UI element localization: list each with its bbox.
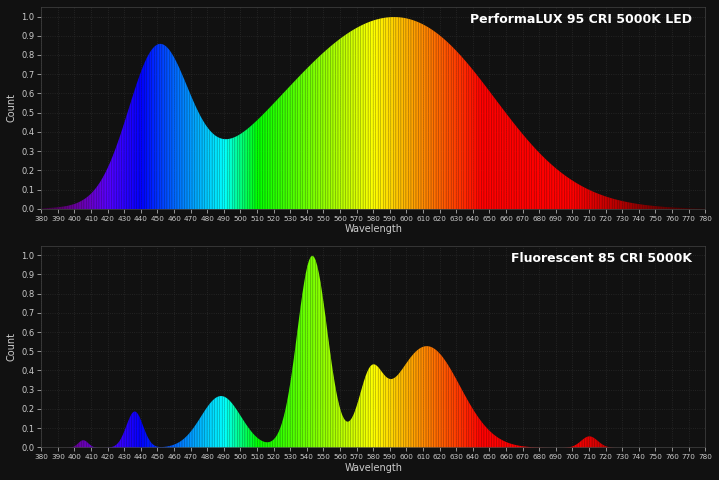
X-axis label: Wavelength: Wavelength xyxy=(344,225,402,234)
Text: Fluorescent 85 CRI 5000K: Fluorescent 85 CRI 5000K xyxy=(510,252,692,264)
Y-axis label: Count: Count xyxy=(7,332,17,361)
Text: PerformaLUX 95 CRI 5000K LED: PerformaLUX 95 CRI 5000K LED xyxy=(470,13,692,26)
X-axis label: Wavelength: Wavelength xyxy=(344,463,402,473)
Y-axis label: Count: Count xyxy=(7,93,17,122)
